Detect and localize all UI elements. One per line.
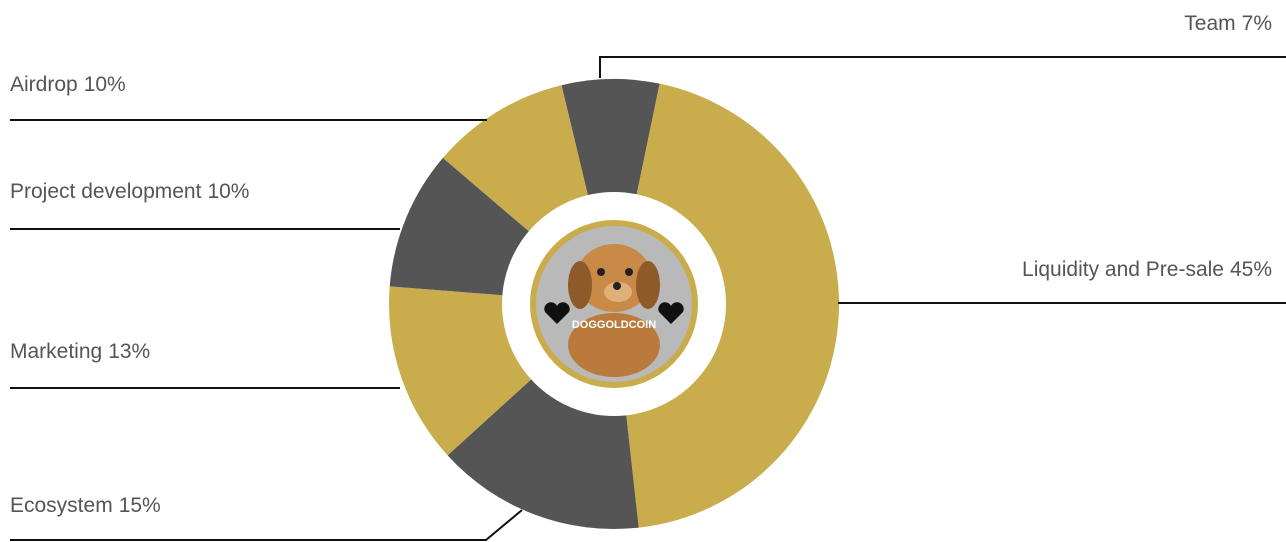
value-label: 7% — [1242, 12, 1272, 35]
slice — [389, 157, 531, 296]
category-name: Marketing — [10, 340, 102, 363]
slice — [442, 85, 589, 233]
category-name: Airdrop — [10, 73, 78, 96]
slice-label: Team 7% — [1184, 12, 1272, 35]
leader-line — [10, 509, 523, 541]
slice — [561, 79, 660, 198]
dog-snout — [604, 282, 632, 302]
slice — [389, 286, 533, 456]
heart — [544, 302, 570, 324]
slice — [626, 83, 840, 528]
value-label: 45% — [1230, 258, 1272, 281]
dog-ear — [568, 261, 592, 309]
center-logo: DOGGOLDCOIN — [502, 192, 726, 416]
value-label: 15% — [119, 494, 161, 517]
slice-label: Marketing 13% — [10, 340, 150, 363]
leader-line — [599, 56, 1286, 78]
dog-head — [576, 244, 652, 312]
value-label: 10% — [84, 73, 126, 96]
dog-eye — [597, 268, 605, 276]
heart — [658, 302, 684, 324]
logo-text: DOGGOLDCOIN — [572, 319, 656, 331]
slice-label: Project development 10% — [10, 180, 249, 203]
dog-body — [568, 313, 660, 377]
slice — [447, 378, 639, 529]
dog-nose — [613, 282, 621, 290]
dog-ear — [636, 261, 660, 309]
category-name: Ecosystem — [10, 494, 113, 517]
category-name: Liquidity and Pre-sale — [1022, 258, 1224, 281]
slice-label: Airdrop 10% — [10, 73, 126, 96]
dog-eye — [625, 268, 633, 276]
category-name: Team — [1184, 12, 1235, 35]
category-name: Project development — [10, 180, 202, 203]
value-label: 13% — [108, 340, 150, 363]
value-label: 10% — [207, 180, 249, 203]
slice-label: Liquidity and Pre-sale 45% — [1022, 258, 1272, 281]
slice-label: Ecosystem 15% — [10, 494, 161, 517]
donut — [389, 79, 840, 529]
labels: Team 7% Liquidity and Pre-sale 45% Ecosystem… — [10, 12, 1286, 541]
